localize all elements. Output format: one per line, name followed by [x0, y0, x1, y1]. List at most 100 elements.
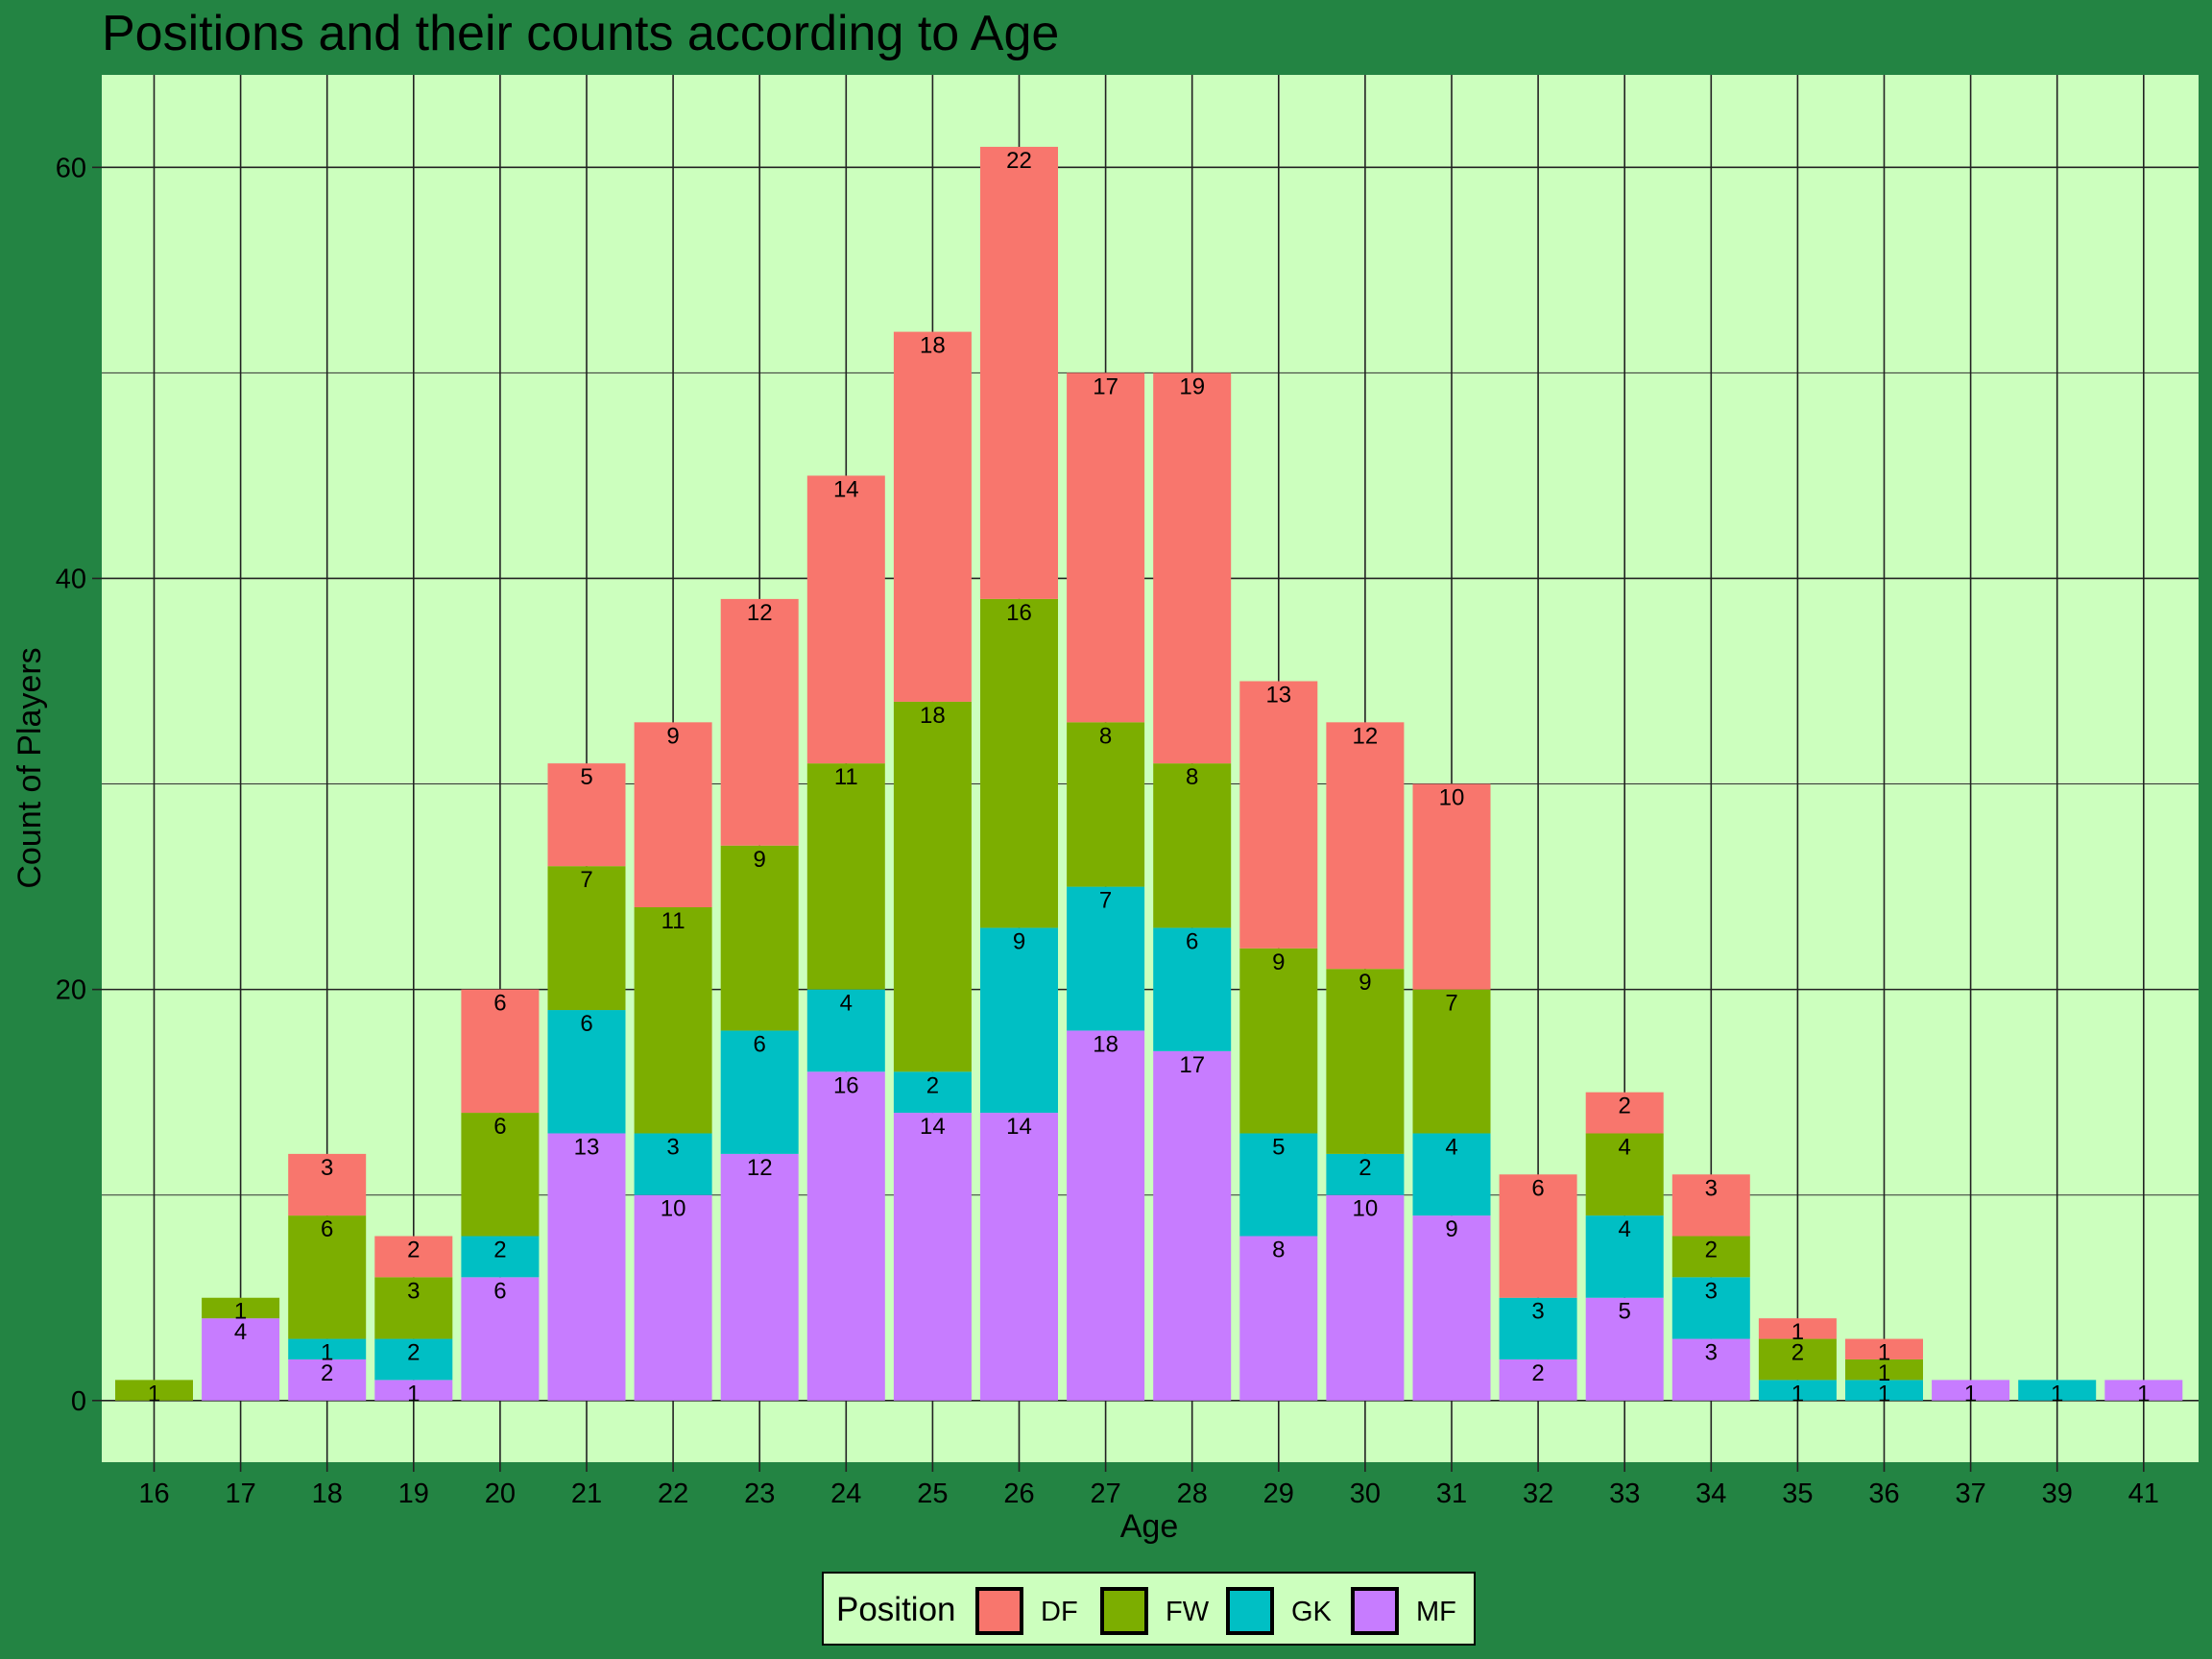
- bar-label-mf: 4: [234, 1319, 247, 1345]
- bar-label-df: 12: [1353, 723, 1379, 749]
- bar-label-mf: 12: [747, 1155, 773, 1181]
- x-tick-label: 31: [1436, 1479, 1467, 1509]
- bar-fw: [1326, 969, 1405, 1154]
- bar-fw: [288, 1215, 367, 1339]
- bar-labels: 1412163123262661367510311912691216411141…: [148, 148, 2151, 1407]
- bar-label-gk: 3: [1531, 1299, 1544, 1325]
- x-tick-label: 21: [571, 1479, 602, 1509]
- bar-gk: [1845, 1380, 1923, 1401]
- x-axis: 16 17 18 19 20 21 22 23 24 25 26 27 28 29 30 31 32 33 34 35…: [138, 1462, 2159, 1509]
- bar-label-mf: 16: [833, 1072, 859, 1098]
- plot-panel: [102, 75, 2199, 1462]
- x-tick-label: 34: [1695, 1479, 1726, 1509]
- bar-df: [1153, 373, 1232, 764]
- x-tick-label: 19: [398, 1479, 429, 1509]
- bar-label-fw: 11: [834, 764, 858, 790]
- bar-mf: [202, 1318, 280, 1401]
- bar-df: [1845, 1338, 1923, 1359]
- bar-df: [288, 1153, 367, 1216]
- bar-label-mf: 2: [321, 1360, 333, 1386]
- bar-gk: [288, 1338, 367, 1359]
- bar-df: [1067, 373, 1145, 723]
- x-tick-label: 28: [1177, 1479, 1208, 1509]
- bar-label-fw: 9: [1358, 970, 1371, 996]
- bar-mf: [806, 1071, 885, 1401]
- bar-label-fw: 8: [1099, 723, 1112, 749]
- bar-label-mf: 3: [1705, 1340, 1718, 1366]
- bar-label-gk: 2: [926, 1072, 939, 1098]
- x-tick-label: 37: [1955, 1479, 1985, 1509]
- bar-label-gk: 7: [1099, 888, 1112, 914]
- bar-mf: [1326, 1194, 1405, 1401]
- bar-df: [461, 989, 540, 1114]
- bar-label-mf: 14: [920, 1114, 946, 1140]
- bar-mf: [1153, 1050, 1232, 1401]
- bar-gk: [374, 1338, 453, 1381]
- bar-label-df: 17: [1093, 373, 1118, 399]
- bar-df: [893, 331, 972, 702]
- bar-label-fw: 7: [1445, 991, 1457, 1017]
- legend-label-mf: MF: [1416, 1597, 1456, 1627]
- bar-label-gk: 4: [1445, 1134, 1457, 1160]
- bar-mf: [720, 1153, 799, 1401]
- x-tick-label: 26: [1003, 1479, 1034, 1509]
- bar-label-gk: 5: [1272, 1134, 1285, 1160]
- bars: [115, 146, 2183, 1401]
- bar-fw: [1845, 1358, 1923, 1381]
- bar-mf: [1067, 1030, 1145, 1401]
- bar-mf: [1412, 1215, 1491, 1401]
- bar-label-fw: 9: [754, 847, 766, 873]
- x-tick-label: 27: [1090, 1479, 1120, 1509]
- bar-fw: [374, 1277, 453, 1339]
- bar-label-gk: 1: [1791, 1381, 1804, 1407]
- legend-label-df: DF: [1041, 1597, 1078, 1627]
- bar-gk: [1671, 1277, 1750, 1339]
- bar-label-gk: 9: [1013, 928, 1025, 954]
- bar-mf: [1585, 1297, 1664, 1401]
- bar-mf: [461, 1277, 540, 1401]
- bar-df: [1671, 1174, 1750, 1237]
- bar-gk: [1585, 1215, 1664, 1298]
- legend-key-df: [975, 1587, 1023, 1635]
- bar-gk: [634, 1133, 712, 1195]
- bar-gk: [980, 927, 1058, 1114]
- legend-title: Position: [836, 1591, 956, 1628]
- bar-gk: [893, 1071, 972, 1114]
- x-tick-label: 39: [2042, 1479, 2073, 1509]
- bar-label-gk: 3: [666, 1134, 679, 1160]
- x-tick-label: 18: [312, 1479, 343, 1509]
- bar-gk: [720, 1030, 799, 1154]
- bar-mf: [547, 1133, 626, 1401]
- bar-df: [1412, 783, 1491, 990]
- x-tick-label: 30: [1350, 1479, 1381, 1509]
- x-tick-label: 36: [1868, 1479, 1899, 1509]
- bar-label-fw: 8: [1186, 764, 1198, 790]
- bar-label-df: 6: [1531, 1175, 1544, 1201]
- x-tick-label: 20: [485, 1479, 516, 1509]
- bar-fw: [1412, 989, 1491, 1134]
- bar-label-gk: 1: [321, 1340, 333, 1366]
- bar-fw: [1585, 1133, 1664, 1216]
- bar-df: [1326, 722, 1405, 970]
- bar-fw: [893, 701, 972, 1072]
- legend-label-gk: GK: [1291, 1597, 1333, 1627]
- x-tick-label: 23: [744, 1479, 775, 1509]
- bar-gk: [1067, 886, 1145, 1031]
- bar-mf: [1671, 1338, 1750, 1401]
- x-axis-title: Age: [1120, 1508, 1179, 1545]
- bar-fw: [980, 598, 1058, 928]
- bar-label-mf: 14: [1006, 1114, 1032, 1140]
- bar-label-fw: 1: [1878, 1360, 1890, 1386]
- legend-label-fw: FW: [1166, 1597, 1210, 1627]
- bar-gk: [1412, 1133, 1491, 1216]
- bar-label-gk: 2: [1358, 1155, 1371, 1181]
- bar-label-mf: 17: [1179, 1052, 1205, 1078]
- bar-label-fw: 11: [661, 908, 685, 934]
- bar-label-df: 19: [1179, 373, 1205, 399]
- y-tick-label: 0: [71, 1386, 86, 1417]
- bar-fw: [720, 845, 799, 1031]
- bar-label-fw: 1: [148, 1381, 160, 1407]
- bar-label-mf: 1: [2137, 1381, 2150, 1407]
- bar-label-fw: 2: [1791, 1340, 1804, 1366]
